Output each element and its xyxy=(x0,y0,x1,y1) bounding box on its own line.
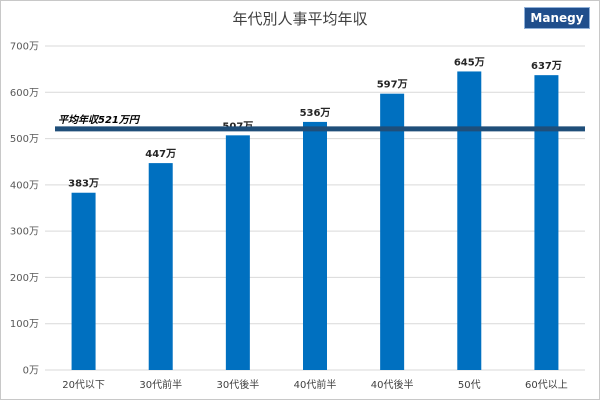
x-category-label: 60代以上 xyxy=(525,379,568,391)
y-tick-label: 0万 xyxy=(23,366,39,377)
y-tick-label: 700万 xyxy=(10,42,39,53)
y-axis-ticks: 0万 100万 200万 300万 400万 500万 600万 700万 xyxy=(10,42,39,377)
x-category-label: 30代前半 xyxy=(139,378,182,391)
x-axis-categories: 20代以下 30代前半 30代後半 40代前半 40代後半 50代 60代以上 xyxy=(62,378,568,391)
average-line-group: 平均年収521万円 xyxy=(55,114,585,132)
y-tick-label: 100万 xyxy=(10,319,39,330)
bar xyxy=(380,93,405,370)
bars xyxy=(71,71,559,370)
brand-logo: Manegy xyxy=(524,7,590,29)
y-tick-label: 500万 xyxy=(10,134,39,145)
data-label: 447万 xyxy=(145,148,176,160)
y-tick-label: 600万 xyxy=(10,88,39,99)
x-category-label: 30代後半 xyxy=(216,378,259,391)
average-label: 平均年収521万円 xyxy=(58,114,141,126)
bar xyxy=(457,71,482,370)
data-label: 637万 xyxy=(531,60,562,72)
y-tick-label: 300万 xyxy=(10,227,39,238)
x-category-label: 40代後半 xyxy=(371,378,414,391)
bar xyxy=(534,75,559,370)
data-label: 645万 xyxy=(454,56,485,68)
y-tick-label: 400万 xyxy=(10,180,39,191)
data-label: 383万 xyxy=(68,178,99,190)
x-category-label: 50代 xyxy=(458,379,481,391)
y-tick-label: 200万 xyxy=(10,273,39,284)
bar xyxy=(148,163,173,370)
data-label: 536万 xyxy=(300,107,331,119)
bar xyxy=(225,135,250,370)
bar xyxy=(71,192,96,370)
bar xyxy=(303,121,327,370)
x-category-label: 40代前半 xyxy=(294,378,337,391)
x-category-label: 20代以下 xyxy=(62,379,105,391)
data-label: 597万 xyxy=(377,79,408,91)
chart-title: 年代別人事平均年収 xyxy=(232,10,368,28)
